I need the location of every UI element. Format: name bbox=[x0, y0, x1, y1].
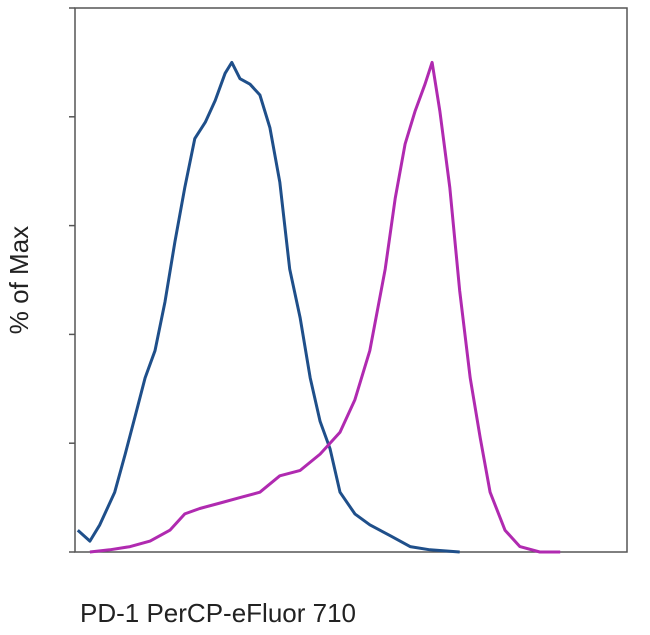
histogram-line bbox=[89, 60, 561, 554]
plot-frame bbox=[74, 7, 628, 553]
histogram-line bbox=[76, 60, 460, 554]
y-axis-label: % of Max bbox=[4, 226, 34, 334]
x-axis-label: PD-1 PerCP-eFluor 710 bbox=[80, 598, 356, 628]
